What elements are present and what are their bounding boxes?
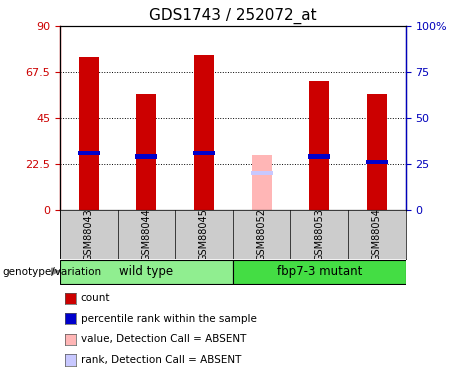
Text: GSM88052: GSM88052 [257,208,266,261]
Bar [135,154,158,159]
Text: percentile rank within the sample: percentile rank within the sample [81,314,257,324]
Text: count: count [81,293,110,303]
Bar [79,57,99,210]
Text: GSM88053: GSM88053 [314,208,324,261]
Text: value, Detection Call = ABSENT: value, Detection Call = ABSENT [81,334,246,344]
Text: rank, Detection Call = ABSENT: rank, Detection Call = ABSENT [81,355,241,365]
Bar [308,154,331,159]
Bar [77,151,100,155]
Bar [233,260,406,284]
Bar [193,151,215,155]
Bar [252,155,272,210]
Text: fbp7-3 mutant: fbp7-3 mutant [277,265,362,278]
Bar [60,260,233,284]
Text: GSM88045: GSM88045 [199,208,209,261]
Text: GSM88054: GSM88054 [372,208,382,261]
Bar [250,171,273,176]
Text: GSM88043: GSM88043 [84,208,94,261]
Bar [194,55,214,210]
Bar [309,81,329,210]
Text: wild type: wild type [119,265,173,278]
Text: GSM88044: GSM88044 [142,208,151,261]
Title: GDS1743 / 252072_at: GDS1743 / 252072_at [149,7,317,24]
Bar [366,160,388,165]
Bar [136,94,156,210]
Bar [367,94,387,210]
Text: genotype/variation: genotype/variation [2,267,101,277]
